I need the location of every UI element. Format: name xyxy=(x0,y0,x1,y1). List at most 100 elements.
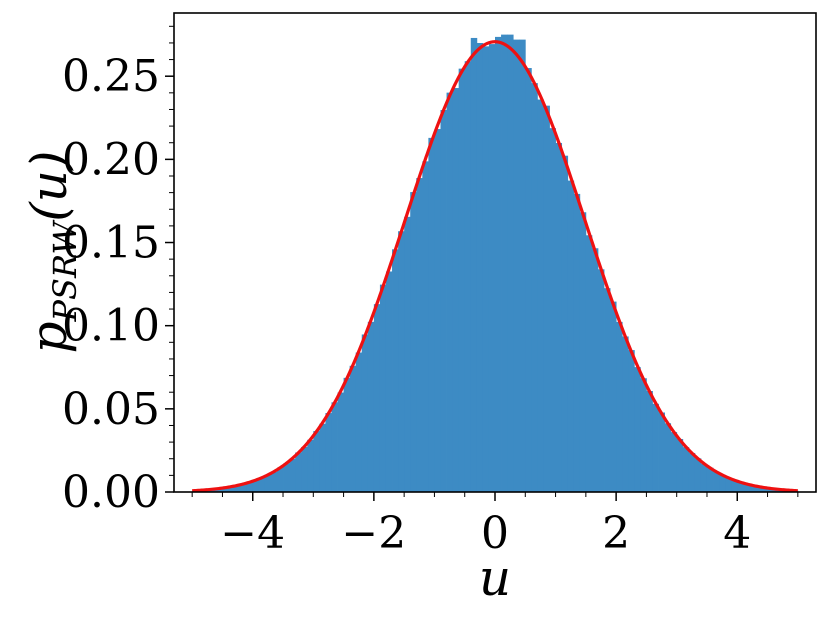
histogram-bar xyxy=(295,452,302,492)
histogram-bar xyxy=(652,403,659,492)
histogram-bar xyxy=(385,271,393,492)
histogram-bar xyxy=(343,377,351,492)
histogram-bar xyxy=(264,474,272,492)
histogram-bar xyxy=(434,129,441,493)
histogram-bar xyxy=(482,46,490,492)
y-label-argument: (u) xyxy=(20,151,78,222)
density-curve xyxy=(191,40,799,493)
histogram-bar xyxy=(597,269,605,492)
histogram-bar xyxy=(470,37,478,492)
y-axis: 0.00 0.05 0.10 0.15 0.20 0.25 xyxy=(62,25,174,518)
histogram-bar xyxy=(682,447,690,492)
histogram-bar xyxy=(591,248,599,492)
histogram-bar xyxy=(216,488,223,492)
histogram-bar xyxy=(234,485,242,492)
y-tick-label: 0.00 xyxy=(62,467,160,518)
histogram-bar xyxy=(719,475,726,492)
histogram-bar xyxy=(416,178,423,493)
histogram-bar xyxy=(525,68,532,492)
histogram-bar xyxy=(501,34,508,493)
histogram-bars xyxy=(192,34,799,493)
y-tick-label: 0.10 xyxy=(62,301,160,352)
y-tick-label: 0.15 xyxy=(62,218,160,269)
histogram-bar xyxy=(555,142,563,492)
y-label-subscript: PSRW xyxy=(46,219,84,323)
histogram-bar xyxy=(349,365,357,492)
histogram-bar xyxy=(325,413,332,492)
svg-text:pPSRW(u): pPSRW(u) xyxy=(20,151,84,354)
histogram-bar xyxy=(361,334,369,492)
histogram-bar xyxy=(270,471,278,492)
y-tick-label: 0.05 xyxy=(62,384,160,435)
histogram-bar xyxy=(240,483,248,492)
histogram-bar xyxy=(573,193,581,492)
x-tick-label: 2 xyxy=(602,508,630,559)
histogram-bar xyxy=(373,304,381,492)
histogram-bar xyxy=(410,192,417,493)
x-axis: −4 −2 0 2 4 xyxy=(191,492,799,559)
histogram-bar xyxy=(640,378,647,492)
histogram-bar xyxy=(513,39,520,493)
histogram-bar xyxy=(337,392,344,492)
histogram-bar xyxy=(725,477,732,492)
histogram-bar xyxy=(422,161,429,492)
histogram-bar xyxy=(628,350,635,492)
histogram-bar xyxy=(331,402,338,492)
histogram-bar xyxy=(519,39,526,493)
histogram-bar xyxy=(567,180,575,492)
histogram-bar xyxy=(549,128,556,492)
histogram-bar xyxy=(646,391,653,492)
histogram-bar xyxy=(585,235,593,492)
histogram-bar xyxy=(398,231,405,492)
histogram-bar xyxy=(355,352,363,492)
x-axis-label: u xyxy=(479,549,511,607)
histogram-bar xyxy=(749,485,756,492)
histogram-bar xyxy=(228,486,235,492)
histogram-bar xyxy=(664,423,672,492)
histogram-bar xyxy=(289,458,296,492)
histogram-bar xyxy=(694,458,702,492)
histogram-bar xyxy=(610,301,617,492)
histogram-bar xyxy=(404,216,411,492)
histogram-bar xyxy=(367,321,375,492)
histogram-bar xyxy=(246,482,254,492)
histogram-bar xyxy=(307,439,314,492)
histogram-bar xyxy=(579,212,587,492)
histogram-bar xyxy=(452,88,460,492)
histogram-bar xyxy=(761,487,768,492)
histogram-bar xyxy=(658,412,665,492)
histogram-bar xyxy=(495,36,502,492)
histogram-bar xyxy=(252,480,260,492)
y-label-main: p xyxy=(20,321,78,353)
histogram-bar xyxy=(392,249,399,492)
histogram-bar xyxy=(537,99,544,492)
histogram-bar xyxy=(313,431,320,492)
histogram-bar xyxy=(676,438,684,492)
histogram-bar xyxy=(428,137,435,492)
histogram-bar xyxy=(476,43,484,492)
histogram-bar xyxy=(276,467,284,492)
histogram-bar xyxy=(767,488,775,492)
y-tick-label: 0.20 xyxy=(62,134,160,185)
histogram-bar xyxy=(706,467,714,492)
histogram-bar xyxy=(731,480,738,492)
histogram-bar xyxy=(440,109,447,492)
histogram-bar xyxy=(222,487,229,492)
histogram-bar xyxy=(488,44,496,492)
histogram-bar xyxy=(258,477,266,492)
histogram-bar xyxy=(543,105,550,493)
histogram-bar xyxy=(604,288,611,492)
histogram-bar xyxy=(379,284,387,492)
histogram-bar xyxy=(670,432,678,492)
histogram-bar xyxy=(446,92,454,492)
x-tick-label: −4 xyxy=(220,508,285,559)
histogram-bar xyxy=(319,423,326,492)
histogram-bar xyxy=(622,336,629,492)
y-tick-label: 0.25 xyxy=(62,51,160,102)
histogram-bar xyxy=(713,471,720,492)
x-tick-label: −2 xyxy=(341,508,406,559)
histogram-bar xyxy=(737,482,744,492)
x-tick-label: 4 xyxy=(723,508,751,559)
histogram-bar xyxy=(688,452,696,492)
histogram-bar xyxy=(464,61,472,493)
